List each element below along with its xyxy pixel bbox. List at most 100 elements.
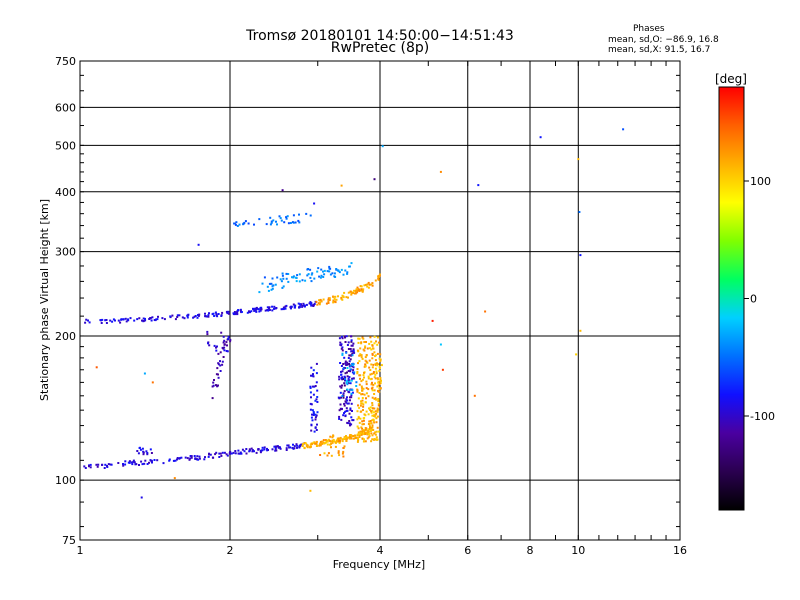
echo-point [84, 321, 87, 324]
echo-point [289, 222, 292, 224]
echo-point [239, 451, 242, 454]
echo-point [227, 310, 230, 313]
echo-point [313, 202, 316, 205]
echo-point [212, 384, 215, 387]
echo-point [309, 385, 312, 388]
echo-point [347, 357, 350, 359]
echo-point [345, 437, 348, 440]
echo-point [266, 306, 269, 309]
echo-point [232, 312, 235, 315]
echo-point [311, 409, 314, 412]
echo-point [169, 315, 172, 318]
echo-point [309, 402, 312, 405]
echo-point [315, 381, 318, 384]
echo-point [207, 314, 210, 317]
echo-point [364, 433, 367, 435]
echo-point [275, 220, 277, 223]
echo-point [337, 451, 340, 454]
echo-point [217, 373, 219, 376]
echo-point [346, 409, 349, 412]
echo-point [344, 378, 347, 381]
echo-point [107, 463, 110, 466]
echo-point [374, 362, 377, 365]
echo-point [323, 273, 326, 276]
y-tick-label: 600 [55, 101, 76, 114]
echo-point [374, 410, 377, 413]
echo-point [363, 371, 365, 374]
echo-point [207, 315, 210, 318]
echo-point [298, 280, 301, 283]
echo-point [260, 308, 263, 311]
echo-point [219, 364, 222, 367]
echo-point [349, 290, 352, 293]
echo-point [259, 308, 262, 311]
echo-point [230, 452, 233, 455]
echo-point [371, 414, 374, 417]
echo-point [190, 455, 193, 458]
echo-point [323, 269, 326, 272]
echo-point [215, 314, 218, 317]
echo-point [338, 337, 341, 340]
echo-point [322, 276, 325, 278]
echo-point [286, 215, 289, 218]
echo-point [281, 286, 284, 289]
echo-point [215, 451, 218, 454]
echo-point [105, 319, 108, 321]
echo-point [375, 340, 377, 343]
echo-point [248, 448, 251, 451]
echo-point [207, 455, 210, 458]
echo-point [292, 276, 295, 279]
echo-point [371, 347, 374, 350]
echo-point [300, 303, 303, 306]
chart-title: Tromsø 20180101 14:50:00−14:51:43 [246, 28, 514, 44]
echo-point [370, 440, 373, 443]
echo-point [361, 399, 364, 402]
echo-point [365, 341, 367, 343]
echo-point [168, 459, 171, 462]
echo-point [318, 275, 321, 278]
echo-point [579, 254, 582, 257]
echo-point [345, 335, 348, 338]
echo-point [357, 341, 360, 344]
echo-point [274, 447, 277, 450]
echo-point [344, 410, 347, 413]
echo-point [128, 460, 131, 463]
echo-point [350, 394, 353, 397]
echo-point [293, 304, 296, 307]
echo-point [287, 280, 290, 283]
echo-point [368, 347, 371, 350]
echo-point [119, 321, 122, 324]
echo-point [322, 270, 324, 273]
echo-point [221, 363, 224, 366]
echo-point [322, 439, 325, 442]
echo-point [338, 415, 341, 418]
echo-point [375, 398, 378, 401]
echo-point [346, 383, 349, 386]
echo-point [351, 391, 354, 394]
echo-point [244, 220, 247, 223]
echo-point [342, 455, 345, 458]
echo-point [351, 419, 354, 422]
echo-point [309, 268, 312, 271]
echo-point [344, 414, 347, 417]
echo-point [367, 377, 370, 380]
echo-point [357, 397, 360, 400]
echo-point [218, 452, 221, 455]
echo-point [293, 445, 296, 448]
echo-point [356, 390, 359, 393]
echo-point [283, 221, 286, 224]
echo-point [351, 410, 353, 412]
echo-point [373, 407, 376, 410]
echo-point [142, 317, 145, 320]
echo-point [371, 389, 374, 392]
echo-point [223, 339, 226, 342]
echo-point [226, 312, 229, 315]
echo-point [310, 273, 313, 276]
echo-point [310, 374, 312, 377]
echo-point [282, 307, 285, 310]
echo-point [360, 400, 362, 403]
echo-point [344, 269, 347, 272]
echo-point [326, 443, 329, 446]
echo-point [106, 464, 108, 467]
echo-point [341, 395, 344, 397]
